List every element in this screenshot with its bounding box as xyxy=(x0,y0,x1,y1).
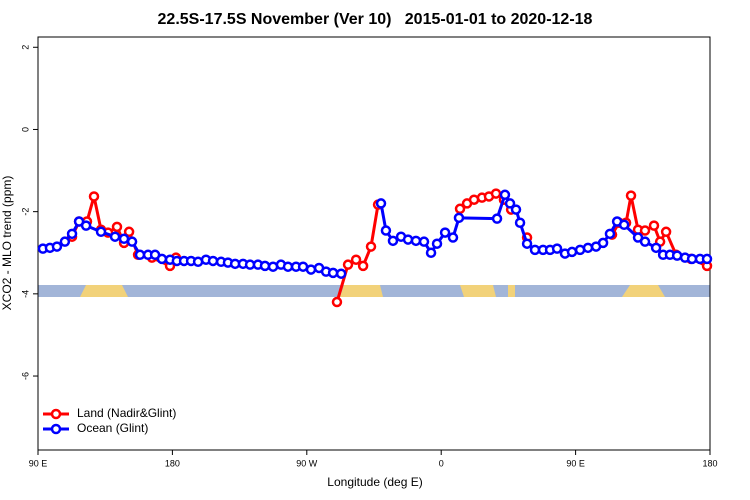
y-axis-label: XCO2 - MLO trend (ppm) xyxy=(0,176,14,311)
x-tick-label: 180 xyxy=(702,458,717,468)
data-point xyxy=(551,243,563,254)
data-point xyxy=(582,242,594,254)
x-tick-label: 90 W xyxy=(296,458,318,468)
data-point xyxy=(453,212,465,224)
data-point xyxy=(357,260,369,272)
data-point xyxy=(380,225,392,236)
y-tick-label: -6 xyxy=(20,372,30,380)
data-point xyxy=(701,253,713,265)
data-point xyxy=(521,238,533,249)
data-point xyxy=(282,261,294,272)
data-point xyxy=(402,234,414,245)
land-ocean-strip xyxy=(38,285,710,297)
data-point xyxy=(331,296,343,308)
data-point xyxy=(335,268,347,279)
data-point xyxy=(439,227,451,238)
legend-marker xyxy=(50,423,62,435)
x-axis-label: Longitude (deg E) xyxy=(327,475,422,489)
x-tick-label: 0 xyxy=(439,458,444,468)
data-point xyxy=(660,226,672,238)
data-point xyxy=(650,242,662,254)
data-point xyxy=(156,253,168,265)
legend-label: Land (Nadir&Glint) xyxy=(77,406,176,420)
data-point xyxy=(305,264,317,275)
data-point xyxy=(365,241,377,252)
data-point xyxy=(342,259,354,270)
data-point xyxy=(491,213,503,224)
data-point xyxy=(350,254,362,265)
data-point xyxy=(207,255,219,267)
legend-label: Ocean (Glint) xyxy=(77,421,148,435)
data-point xyxy=(410,235,422,247)
data-point xyxy=(499,189,511,201)
data-point xyxy=(447,232,459,243)
data-point xyxy=(66,228,78,240)
y-tick-label: -2 xyxy=(20,208,30,216)
data-point xyxy=(625,190,637,201)
data-point xyxy=(80,220,92,231)
data-point xyxy=(597,237,609,249)
data-point xyxy=(51,241,63,252)
data-point xyxy=(327,267,339,279)
data-point xyxy=(604,228,616,240)
data-point xyxy=(618,219,630,231)
data-point xyxy=(111,221,123,233)
data-point xyxy=(95,226,107,238)
data-point xyxy=(126,236,138,247)
data-point xyxy=(118,233,130,245)
data-point xyxy=(134,249,146,261)
y-tick-label: 0 xyxy=(20,127,30,132)
data-point xyxy=(639,236,651,247)
data-point xyxy=(431,238,443,249)
plot-frame xyxy=(37,36,711,451)
chart-title: 22.5S-17.5S November (Ver 10) 2015-01-01… xyxy=(158,11,593,28)
data-point xyxy=(418,236,430,247)
data-point xyxy=(504,198,516,209)
data-point xyxy=(259,260,271,272)
data-point xyxy=(387,235,399,247)
y-tick-label: 2 xyxy=(20,45,30,50)
x-tick-label: 180 xyxy=(165,458,180,468)
data-point xyxy=(514,217,526,228)
data-point xyxy=(529,244,541,256)
x-tick-label: 90 E xyxy=(566,458,585,468)
data-point xyxy=(123,226,135,238)
data-point xyxy=(109,231,121,242)
data-point xyxy=(59,236,71,247)
data-point xyxy=(375,198,387,209)
data-point xyxy=(648,220,660,231)
data-point xyxy=(566,246,578,258)
data-point xyxy=(490,188,502,199)
x-tick-label: 90 E xyxy=(29,458,48,468)
data-point xyxy=(639,225,651,236)
data-point xyxy=(88,191,100,202)
data-point xyxy=(425,247,437,258)
y-tick-label: -4 xyxy=(20,290,30,298)
legend-marker xyxy=(50,408,62,420)
data-point xyxy=(510,204,522,215)
